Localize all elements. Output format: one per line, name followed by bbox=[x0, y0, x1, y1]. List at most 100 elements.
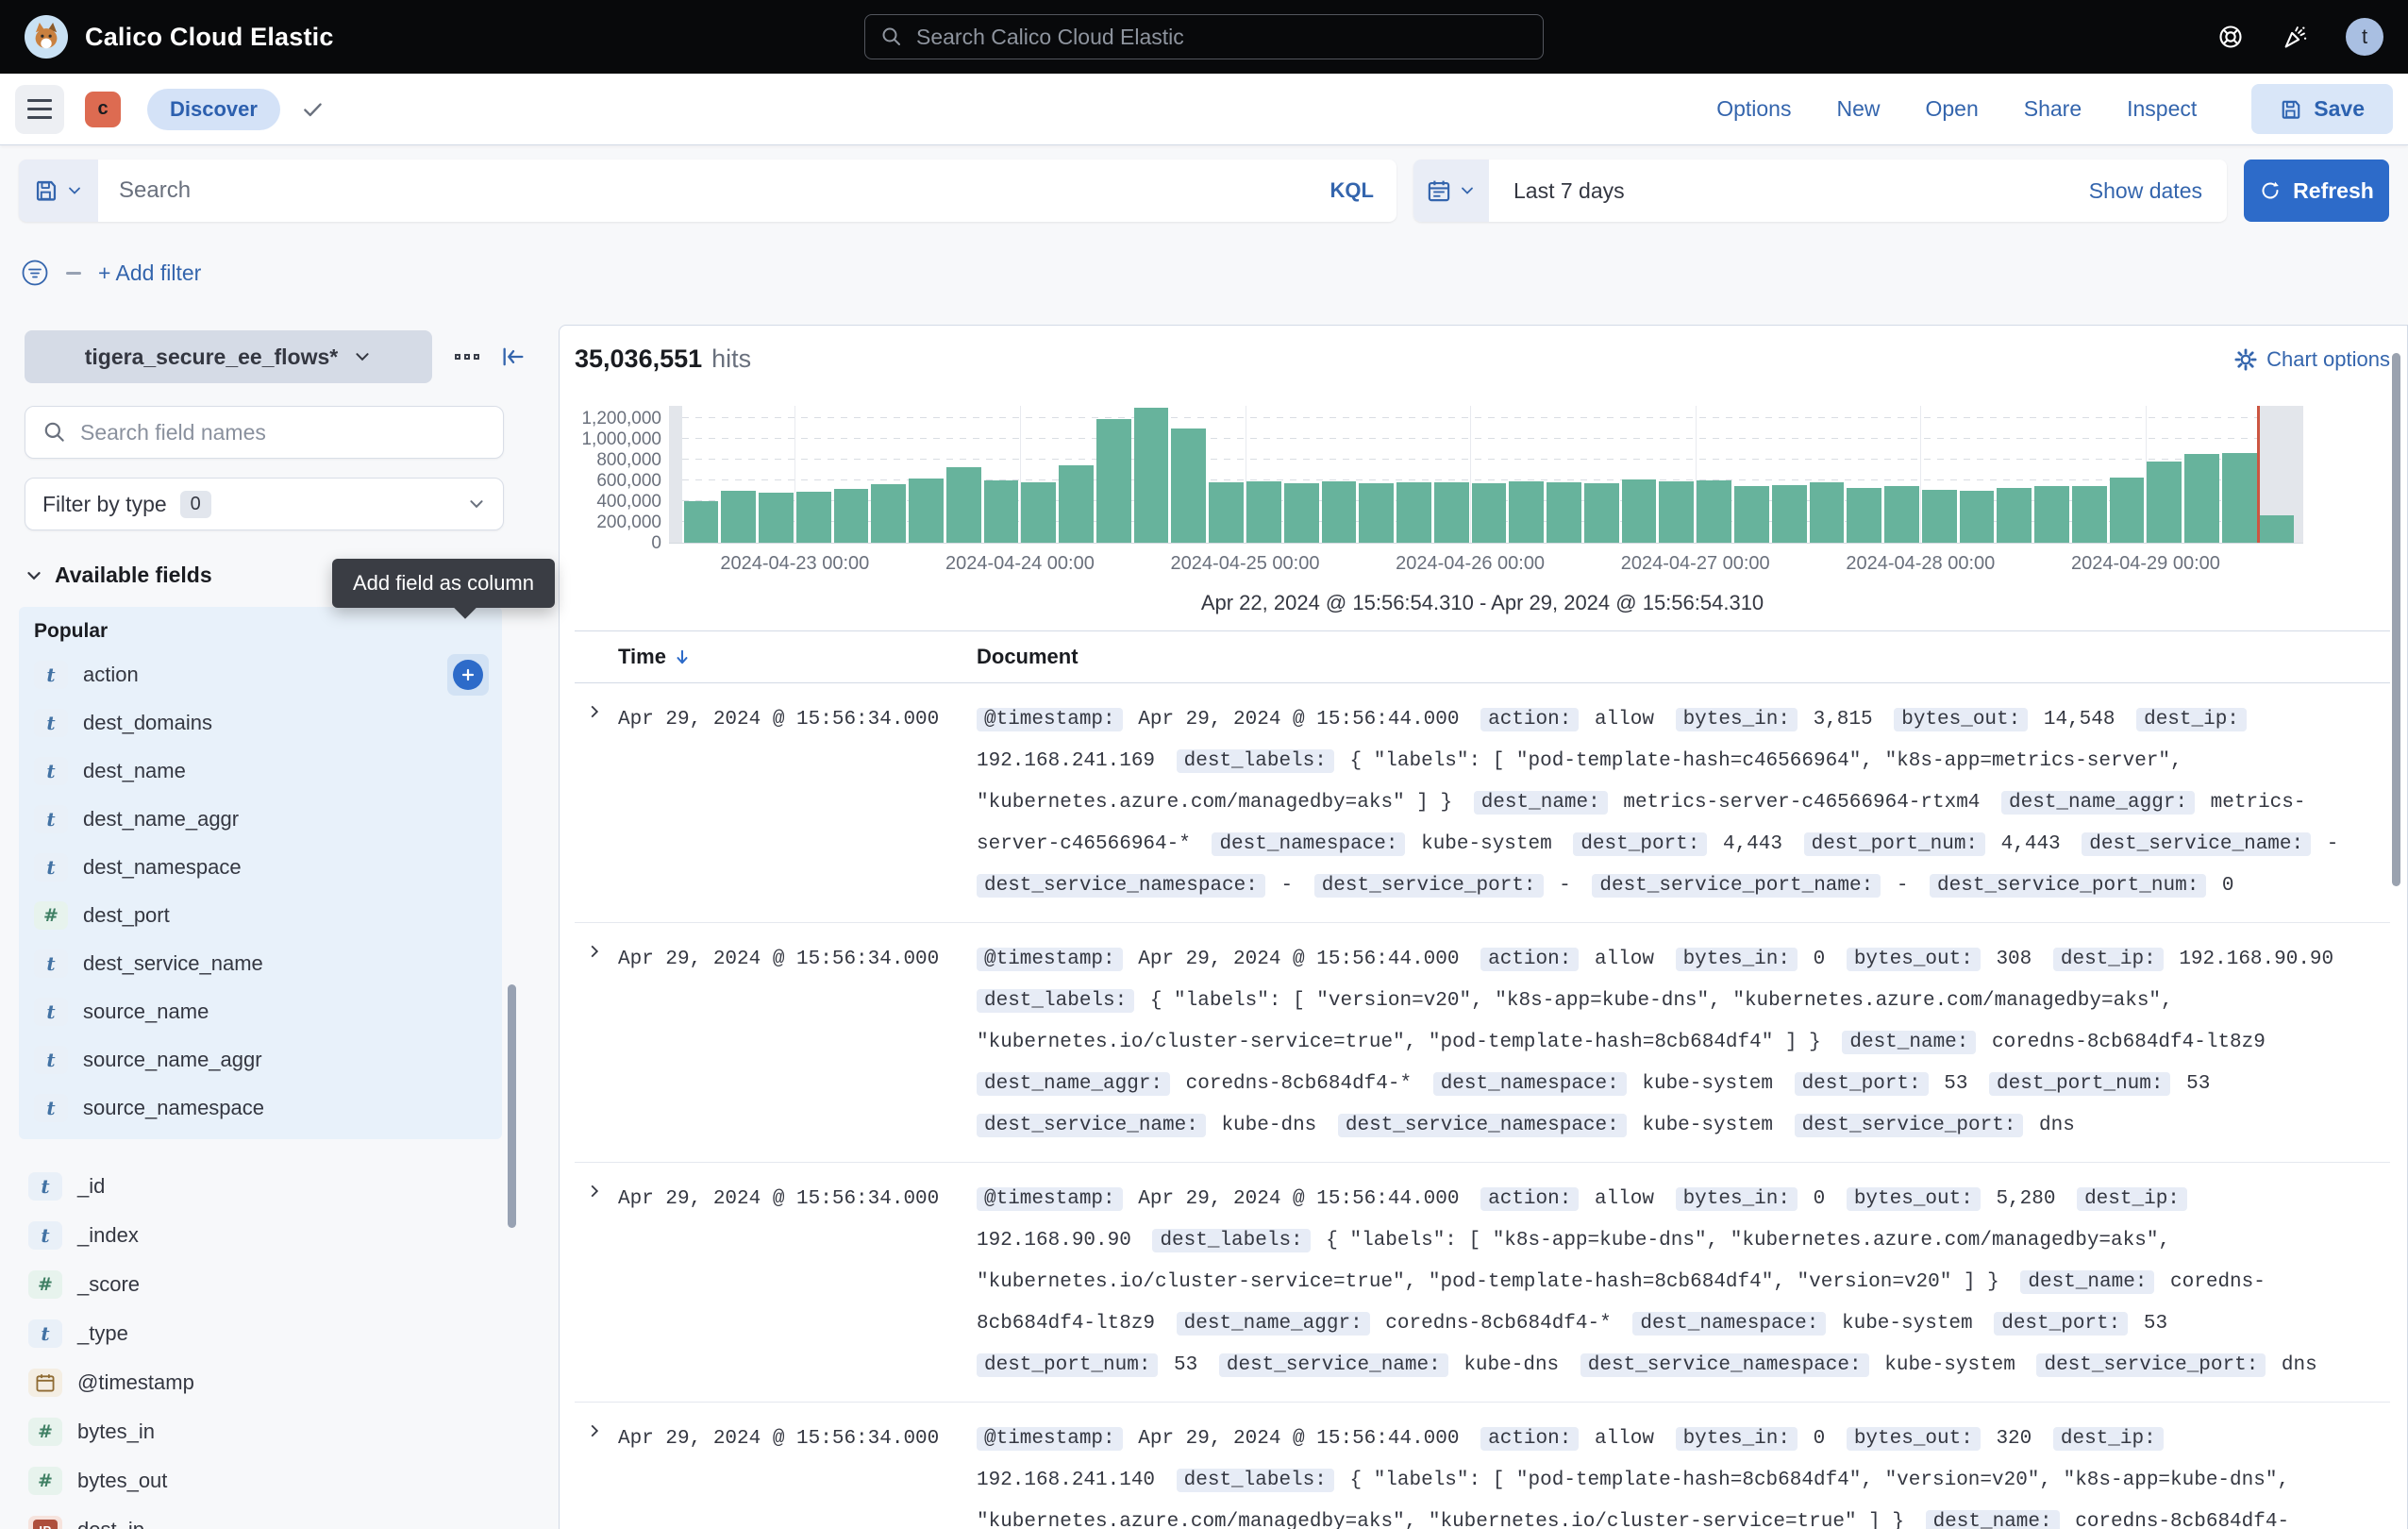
histogram-bar bbox=[833, 489, 869, 543]
field-item-bytes_out[interactable]: # bytes_out bbox=[0, 1456, 559, 1505]
field-search-input[interactable] bbox=[80, 419, 477, 445]
field-value: 0 bbox=[2221, 875, 2234, 897]
query-language-button[interactable]: KQL bbox=[1307, 160, 1396, 222]
expand-row-button[interactable] bbox=[575, 699, 618, 907]
show-dates-button[interactable]: Show dates bbox=[2088, 177, 2202, 203]
field-key-badge: dest_service_name: bbox=[977, 1114, 1206, 1137]
global-search[interactable] bbox=[864, 14, 1544, 59]
filter-circle-icon[interactable] bbox=[21, 259, 49, 287]
field-item-@timestamp[interactable]: @timestamp bbox=[0, 1358, 559, 1407]
refresh-button[interactable]: Refresh bbox=[2244, 160, 2389, 222]
histogram-bar bbox=[1471, 483, 1507, 543]
field-key-badge: dest_port: bbox=[1794, 1072, 1929, 1096]
sidebar-scrollbar-thumb[interactable] bbox=[508, 984, 516, 1228]
histogram-bar bbox=[1433, 481, 1469, 543]
available-fields-header[interactable]: Available fields bbox=[25, 563, 559, 588]
expand-row-button[interactable] bbox=[575, 1179, 618, 1386]
breadcrumb-discover[interactable]: Discover bbox=[147, 88, 280, 130]
global-search-input[interactable] bbox=[916, 24, 1501, 50]
field-item-dest_service_name[interactable]: t dest_service_name bbox=[19, 939, 502, 987]
toolbar-link-open[interactable]: Open bbox=[1925, 96, 1979, 121]
calendar-icon bbox=[36, 1374, 55, 1392]
field-key-badge: dest_namespace: bbox=[1432, 1072, 1627, 1096]
toolbar-links: Options New Open Share Inspect bbox=[1716, 96, 2197, 122]
menu-hamburger-button[interactable] bbox=[15, 84, 64, 134]
field-value: 192.168.90.90 bbox=[977, 1230, 1131, 1252]
histogram-bar bbox=[1133, 408, 1169, 543]
field-item-source_name_aggr[interactable]: t source_name_aggr bbox=[19, 1035, 502, 1084]
field-value: coredns-8cb684df4-lt8z9 bbox=[2075, 1511, 2290, 1529]
field-key-badge: dest_name: bbox=[2020, 1270, 2155, 1294]
add-filter-button[interactable]: + Add filter bbox=[98, 260, 202, 285]
expand-row-button[interactable] bbox=[575, 939, 618, 1147]
time-range-value[interactable]: Last 7 days bbox=[1513, 177, 1625, 203]
field-key-badge: action: bbox=[1480, 708, 1580, 731]
histogram-bar bbox=[983, 480, 1019, 543]
toolbar-link-new[interactable]: New bbox=[1836, 96, 1881, 121]
field-key-badge: bytes_out: bbox=[1846, 948, 1981, 971]
space-badge[interactable]: c bbox=[85, 91, 121, 127]
field-item-dest_name[interactable]: t dest_name bbox=[19, 747, 502, 795]
field-item-action[interactable]: t action bbox=[19, 650, 502, 698]
histogram-bar bbox=[683, 501, 719, 543]
time-column-header[interactable]: Time bbox=[618, 645, 977, 669]
filter-by-type-dropdown[interactable]: Filter by type 0 bbox=[25, 478, 504, 530]
toolbar-link-options[interactable]: Options bbox=[1716, 96, 1792, 121]
string-field-icon: t bbox=[34, 756, 68, 785]
histogram-bar bbox=[1396, 481, 1431, 543]
field-item-dest_domains[interactable]: t dest_domains bbox=[19, 698, 502, 747]
string-field-icon: t bbox=[34, 804, 68, 833]
field-item-dest_namespace[interactable]: t dest_namespace bbox=[19, 843, 502, 891]
field-key-badge: @timestamp: bbox=[977, 1187, 1123, 1211]
saved-query-menu-button[interactable] bbox=[19, 160, 98, 222]
help-life-ring-icon[interactable] bbox=[2217, 24, 2244, 50]
field-item-source_namespace[interactable]: t source_namespace bbox=[19, 1084, 502, 1132]
histogram-bar bbox=[1321, 481, 1357, 543]
field-item-dest_port[interactable]: # dest_port bbox=[19, 891, 502, 939]
field-item-_index[interactable]: t _index bbox=[0, 1211, 559, 1260]
chevron-down-icon bbox=[27, 571, 41, 580]
number-field-icon: # bbox=[28, 1418, 62, 1446]
field-name: dest_ip bbox=[77, 1518, 144, 1529]
type-filter-count-badge: 0 bbox=[179, 490, 211, 518]
user-avatar[interactable]: t bbox=[2346, 18, 2383, 56]
field-value: 53 bbox=[1944, 1073, 1968, 1095]
sort-descending-icon bbox=[677, 649, 688, 664]
toolbar-link-inspect[interactable]: Inspect bbox=[2127, 96, 2198, 121]
field-item-dest_ip[interactable]: IP dest_ip bbox=[0, 1505, 559, 1529]
field-item-_id[interactable]: t _id bbox=[0, 1162, 559, 1211]
app-toolbar: c Discover Options New Open Share Inspect Sa… bbox=[0, 74, 2408, 145]
calico-logo[interactable] bbox=[25, 15, 68, 59]
gear-icon bbox=[2234, 347, 2257, 371]
field-value: 192.168.241.169 bbox=[977, 750, 1156, 772]
field-key-badge: bytes_out: bbox=[1846, 1187, 1981, 1211]
query-search-input[interactable] bbox=[119, 177, 1287, 204]
field-key-badge: action: bbox=[1480, 1187, 1580, 1211]
expand-row-button[interactable] bbox=[575, 1419, 618, 1529]
date-picker-control: Last 7 days Show dates bbox=[1413, 160, 2227, 222]
field-value: metrics-server-c46566964-rtxm4 bbox=[1623, 792, 1981, 814]
field-item-bytes_in[interactable]: # bytes_in bbox=[0, 1407, 559, 1456]
field-search[interactable] bbox=[25, 406, 504, 459]
field-value: 3,815 bbox=[1813, 709, 1873, 731]
collapse-sidebar-icon[interactable] bbox=[500, 344, 527, 370]
news-party-popper-icon[interactable] bbox=[2282, 24, 2308, 50]
field-key-badge: dest_ip: bbox=[2052, 948, 2164, 971]
add-field-tooltip: Add field as column bbox=[332, 559, 555, 608]
field-value: allow bbox=[1594, 1428, 1654, 1450]
field-item-_type[interactable]: t _type bbox=[0, 1309, 559, 1358]
index-pattern-selector[interactable]: tigera_secure_ee_flows* bbox=[25, 330, 432, 383]
table-scrollbar-thumb[interactable] bbox=[2392, 353, 2400, 886]
add-field-as-column-button[interactable] bbox=[447, 654, 489, 696]
chevron-down-icon bbox=[470, 500, 483, 509]
toolbar-link-share[interactable]: Share bbox=[2023, 96, 2082, 121]
chevron-right-icon bbox=[591, 1185, 599, 1198]
chart-options-button[interactable]: Chart options bbox=[2234, 347, 2390, 372]
field-item-_score[interactable]: # _score bbox=[0, 1260, 559, 1309]
save-button[interactable]: Save bbox=[2251, 84, 2393, 134]
field-item-source_name[interactable]: t source_name bbox=[19, 987, 502, 1035]
field-item-dest_name_aggr[interactable]: t dest_name_aggr bbox=[19, 795, 502, 843]
x-axis-labels: 2024-04-23 00:00 2024-04-24 00:00 2024-04-… bbox=[669, 553, 2303, 578]
field-settings-dots-icon[interactable] bbox=[455, 354, 479, 360]
date-quick-menu-button[interactable] bbox=[1413, 160, 1489, 222]
